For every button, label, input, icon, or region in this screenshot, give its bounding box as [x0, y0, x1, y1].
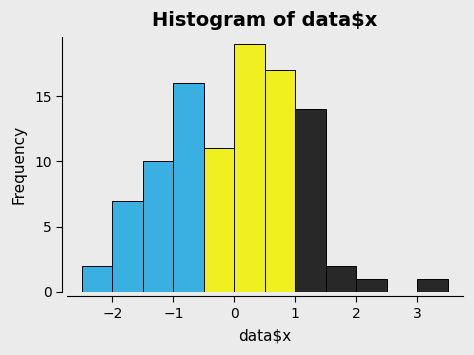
Bar	[295, 109, 326, 292]
X-axis label: data$x: data$x	[238, 329, 292, 344]
Bar	[265, 70, 295, 292]
Bar	[204, 148, 234, 292]
Bar	[173, 83, 204, 292]
Title: Histogram of data$x: Histogram of data$x	[152, 11, 377, 30]
Bar	[356, 279, 387, 292]
Bar	[143, 161, 173, 292]
Bar	[82, 266, 112, 292]
Y-axis label: Frequency: Frequency	[11, 125, 26, 204]
Bar	[112, 201, 143, 292]
Bar	[417, 279, 447, 292]
Bar	[234, 44, 265, 292]
Bar	[326, 266, 356, 292]
